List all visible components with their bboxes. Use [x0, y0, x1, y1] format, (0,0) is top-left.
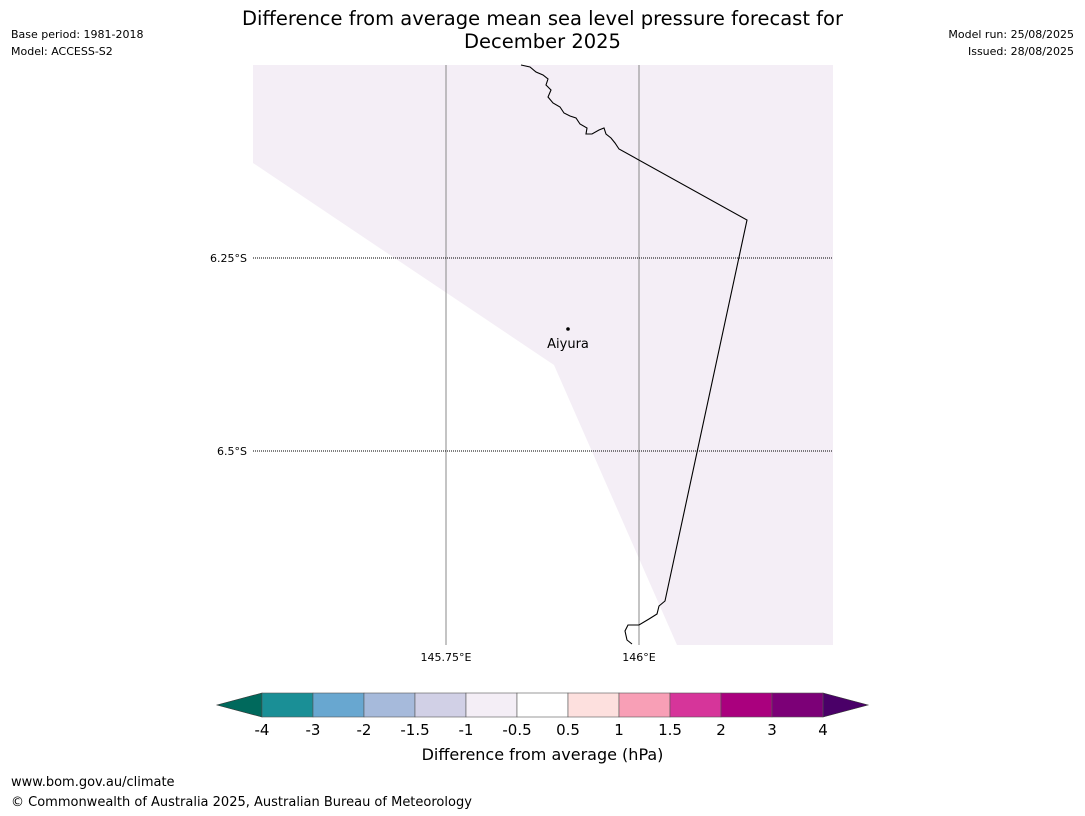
- anomaly-fill-area: [253, 65, 833, 645]
- colorbar-tick-label: -3: [306, 721, 321, 739]
- colorbar-swatch: [669, 692, 722, 718]
- colorbar-swatch: [363, 692, 416, 718]
- colorbar-tick-label: 4: [818, 721, 828, 739]
- colorbar-swatch: [312, 692, 365, 718]
- colorbar-tick-label: 1: [614, 721, 624, 739]
- colorbar-over-arrow: [822, 692, 870, 718]
- colorbar-swatch: [465, 692, 518, 718]
- colorbar: -4 -3 -2 -1.5 -1 -0.5 0.5 1 1.5 2 3 4: [215, 692, 870, 739]
- colorbar-tick-label: -1: [459, 721, 474, 739]
- metadata-left: Base period: 1981-2018 Model: ACCESS-S2: [11, 26, 143, 60]
- colorbar-tick-label: -0.5: [502, 721, 531, 739]
- lon-label-146: 146°E: [622, 651, 655, 664]
- colorbar-under-arrow: [215, 692, 263, 718]
- lon-label-145-75: 145.75°E: [421, 651, 472, 664]
- model-run-text: Model run: 25/08/2025: [948, 28, 1074, 41]
- colorbar-tick-label: -2: [357, 721, 372, 739]
- colorbar-tick-label: 2: [716, 721, 726, 739]
- footer-url[interactable]: www.bom.gov.au/climate: [11, 775, 175, 790]
- map-title: Difference from average mean sea level p…: [0, 7, 1085, 53]
- title-line-1: Difference from average mean sea level p…: [242, 7, 843, 30]
- colorbar-swatch: [567, 692, 620, 718]
- colorbar-label: Difference from average (hPa): [421, 745, 664, 764]
- base-period-text: Base period: 1981-2018: [11, 28, 144, 41]
- colorbar-tick-label: 1.5: [658, 721, 682, 739]
- lat-label-6-25: 6.25°S: [210, 252, 247, 265]
- lat-label-6-5: 6.5°S: [217, 445, 247, 458]
- colorbar-tick-label: 0.5: [556, 721, 580, 739]
- colorbar-swatch: [516, 692, 569, 718]
- aiyura-label: Aiyura: [547, 337, 589, 352]
- colorbar-tick-label: 3: [767, 721, 777, 739]
- colorbar-swatch: [720, 692, 773, 718]
- colorbar-swatch: [618, 692, 671, 718]
- aiyura-marker: [566, 327, 570, 331]
- title-line-2: December 2025: [464, 30, 621, 53]
- footer-copyright: © Commonwealth of Australia 2025, Austra…: [11, 795, 472, 810]
- coastline-border: [520, 64, 748, 645]
- colorbar-swatch: [261, 692, 314, 718]
- metadata-right: Model run: 25/08/2025 Issued: 28/08/2025: [948, 26, 1074, 60]
- model-text: Model: ACCESS-S2: [11, 45, 113, 58]
- colorbar-swatch: [771, 692, 824, 718]
- issued-text: Issued: 28/08/2025: [967, 45, 1074, 58]
- colorbar-swatch: [414, 692, 467, 718]
- colorbar-tick-label: -4: [255, 721, 270, 739]
- colorbar-tick-label: -1.5: [400, 721, 429, 739]
